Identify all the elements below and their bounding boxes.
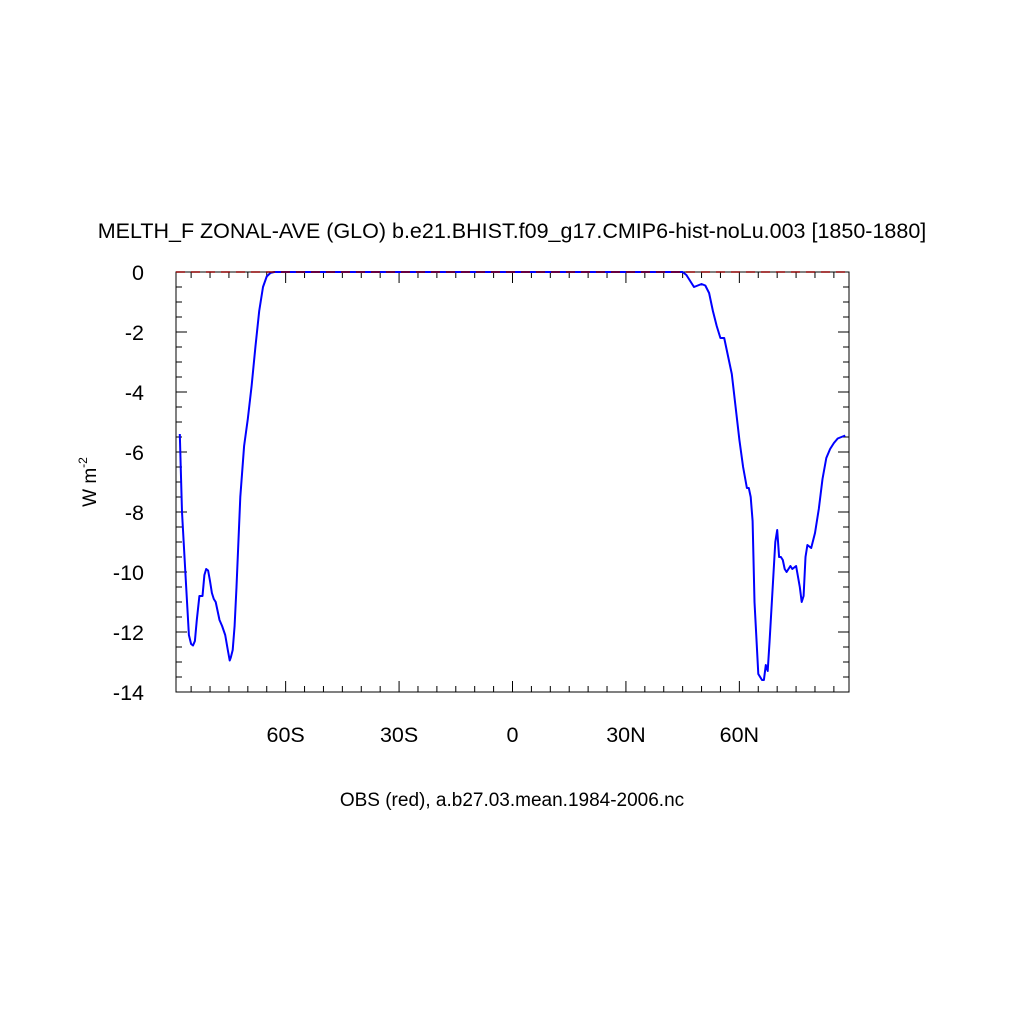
y-tick-label: -2 [125, 321, 144, 345]
y-tick-label: -4 [125, 381, 144, 405]
model-series-line [178, 271, 846, 681]
y-tick-label: -14 [113, 681, 144, 705]
x-tick-label: 30S [380, 723, 418, 747]
y-tick-label: -6 [125, 441, 144, 465]
y-axis-label: W m-2 [76, 457, 101, 507]
series-lines [176, 271, 849, 681]
y-tick-label: -10 [113, 561, 144, 585]
y-axis-ticks: 0 -2 -4 -6 -8 -10 -12 -14 [113, 261, 849, 705]
y-tick-label: -12 [113, 621, 144, 645]
plot-frame [175, 271, 850, 693]
x-tick-label: 0 [507, 723, 519, 747]
x-tick-label: 30N [606, 723, 645, 747]
plot-area [175, 271, 850, 693]
chart-subtitle: OBS (red), a.b27.03.mean.1984-2006.nc [340, 790, 684, 811]
x-tick-label: 60N [720, 723, 759, 747]
x-axis-ticks: 60S 30S 0 30N 60N [190, 272, 835, 747]
y-tick-label: 0 [132, 261, 144, 285]
y-axis-label-exponent: -2 [76, 457, 90, 468]
chart-title: MELTH_F ZONAL-AVE (GLO) b.e21.BHIST.f09_… [98, 219, 927, 243]
y-tick-label: -8 [125, 501, 144, 525]
x-tick-label: 60S [267, 723, 305, 747]
y-axis-label-text: W m [80, 468, 101, 507]
